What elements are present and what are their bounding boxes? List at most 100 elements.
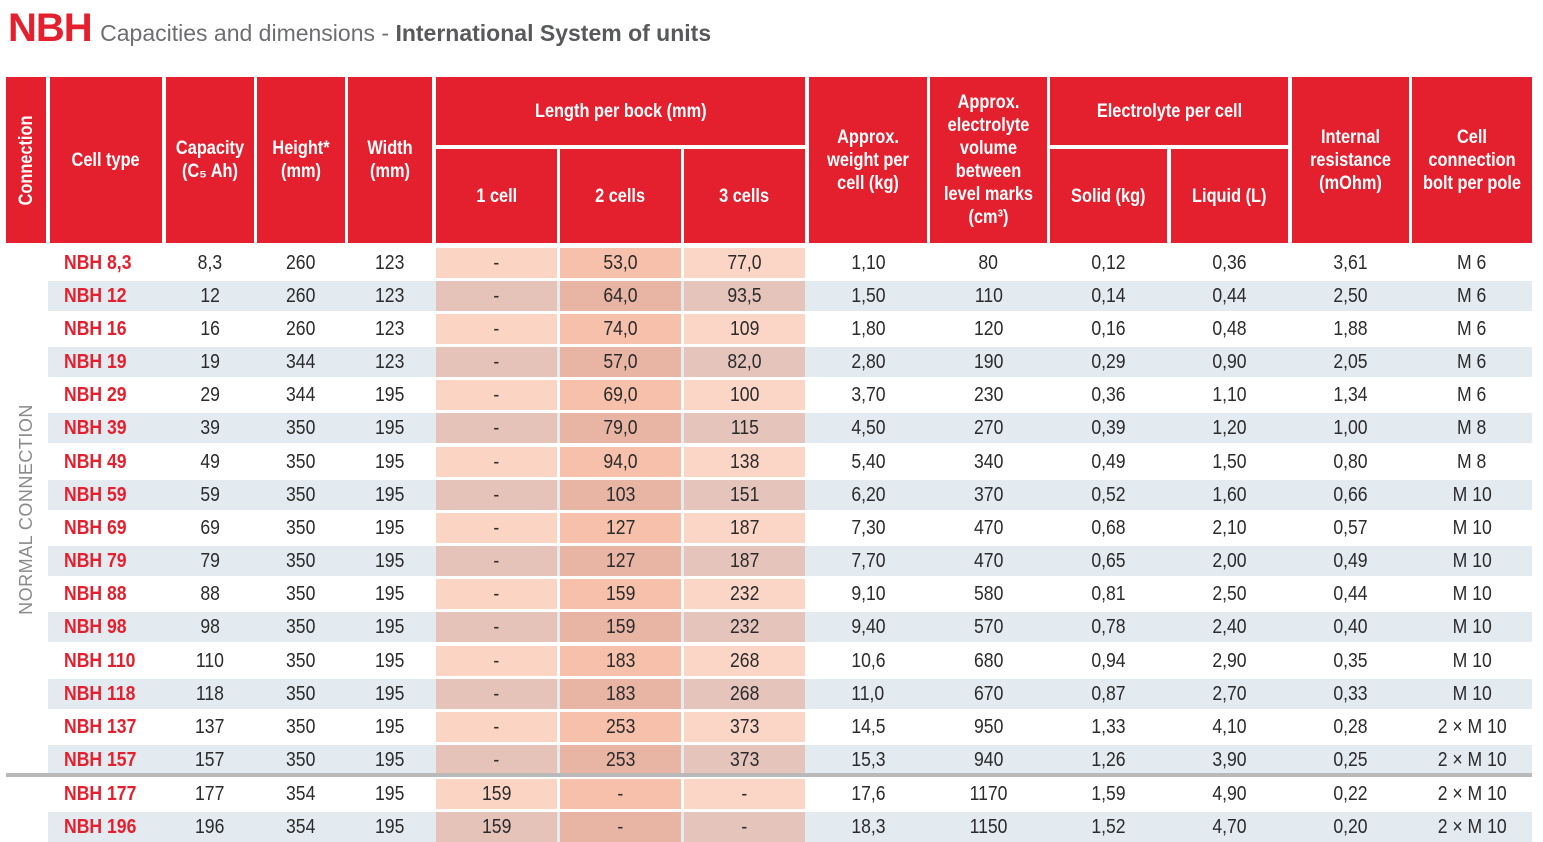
header-len-2: 2 cells — [560, 149, 681, 243]
cell-cell-type: NBH 137 — [64, 715, 137, 738]
cell-weight: 15,3 — [850, 748, 886, 771]
cell-solid: 0,78 — [1091, 615, 1126, 638]
cell-len-3: 93,5 — [684, 281, 805, 311]
cell-height: 350 — [286, 516, 316, 539]
cell-weight: 18,3 — [850, 815, 886, 838]
cell-len-1: 159 — [436, 812, 557, 842]
cell-len-2: 79,0 — [560, 413, 681, 443]
brand-title: NBH — [8, 6, 93, 50]
cell-capacity: 196 — [195, 815, 225, 838]
cell-bolt: 2 × M 10 — [1437, 815, 1507, 838]
cell-liquid: 4,90 — [1212, 782, 1247, 805]
cell-solid: 0,87 — [1091, 682, 1126, 705]
cell-height: 350 — [286, 450, 316, 473]
cell-len-3: 232 — [684, 579, 805, 609]
cell-len-3: - — [684, 812, 805, 842]
cell-electrolyte-volume: 680 — [973, 649, 1004, 672]
cell-cell-type: NBH 177 — [64, 782, 137, 805]
cell-width: 195 — [375, 383, 405, 406]
cell-len-2: 127 — [560, 546, 681, 576]
cell-bolt: M 10 — [1452, 483, 1492, 506]
cell-width: 195 — [375, 649, 405, 672]
cell-bolt: 2 × M 10 — [1437, 748, 1507, 771]
cell-capacity: 79 — [200, 549, 220, 572]
header-height: Height* (mm) — [257, 77, 345, 243]
cell-liquid: 3,90 — [1212, 748, 1247, 771]
cell-cell-type: NBH 88 — [64, 582, 127, 605]
cell-weight: 17,6 — [850, 782, 886, 805]
cell-electrolyte-volume: 230 — [973, 383, 1004, 406]
cell-bolt: M 10 — [1452, 549, 1492, 572]
cell-liquid: 4,10 — [1212, 715, 1247, 738]
cell-resistance: 1,34 — [1333, 383, 1368, 406]
cell-weight: 11,0 — [851, 682, 885, 705]
cell-resistance: 2,05 — [1333, 350, 1368, 373]
header-electrolyte-volume: Approx. electrolyte volume between level… — [930, 77, 1047, 243]
cell-capacity: 49 — [200, 450, 220, 473]
cell-len-1: - — [436, 679, 557, 709]
cell-capacity: 110 — [195, 649, 225, 672]
cell-width: 195 — [375, 549, 405, 572]
cell-liquid: 2,40 — [1212, 615, 1247, 638]
cell-width: 195 — [375, 582, 405, 605]
cell-len-3: 268 — [684, 646, 805, 676]
cell-capacity: 12 — [200, 284, 220, 307]
cell-weight: 1,10 — [850, 251, 886, 274]
header-len-3: 3 cells — [684, 149, 805, 243]
cell-len-2: 159 — [560, 612, 681, 642]
cell-width: 195 — [375, 715, 405, 738]
cell-len-3: 373 — [684, 745, 805, 775]
cell-bolt: M 6 — [1457, 284, 1487, 307]
cell-liquid: 1,60 — [1212, 483, 1247, 506]
cell-len-3: 373 — [684, 712, 805, 742]
cell-height: 350 — [286, 682, 316, 705]
cell-width: 195 — [375, 682, 405, 705]
cell-len-2: 183 — [560, 646, 681, 676]
cell-resistance: 0,35 — [1333, 649, 1368, 672]
cell-len-1: - — [436, 480, 557, 510]
cell-width: 195 — [375, 450, 405, 473]
cell-height: 350 — [286, 748, 316, 771]
cell-bolt: M 10 — [1452, 582, 1492, 605]
cell-capacity: 59 — [200, 483, 220, 506]
cell-width: 123 — [375, 251, 405, 274]
cell-width: 123 — [375, 284, 405, 307]
cell-width: 195 — [375, 416, 405, 439]
cell-solid: 1,26 — [1091, 748, 1126, 771]
cell-liquid: 0,90 — [1212, 350, 1247, 373]
cell-len-2: 57,0 — [560, 347, 681, 377]
cell-cell-type: NBH 98 — [64, 615, 127, 638]
cell-solid: 1,59 — [1091, 782, 1126, 805]
cell-len-1: - — [436, 712, 557, 742]
cell-liquid: 2,50 — [1212, 582, 1247, 605]
cell-width: 123 — [375, 350, 405, 373]
cell-resistance: 3,61 — [1333, 251, 1368, 274]
cell-weight: 9,10 — [850, 582, 886, 605]
cell-bolt: M 10 — [1452, 682, 1492, 705]
header-cell-type: Cell type — [50, 77, 162, 243]
cell-solid: 0,49 — [1091, 450, 1126, 473]
cell-bolt: M 8 — [1457, 450, 1487, 473]
cell-resistance: 0,25 — [1333, 748, 1368, 771]
cell-cell-type: NBH 69 — [64, 516, 127, 539]
page-title: NBH Capacities and dimensions - Internat… — [8, 6, 711, 50]
cell-electrolyte-volume: 1170 — [969, 782, 1008, 805]
cell-len-1: - — [436, 745, 557, 775]
cell-liquid: 1,20 — [1212, 416, 1247, 439]
cell-electrolyte-volume: 80 — [978, 251, 999, 274]
cell-bolt: M 8 — [1457, 416, 1487, 439]
cell-electrolyte-volume: 950 — [973, 715, 1004, 738]
cell-height: 350 — [286, 549, 316, 572]
cell-height: 344 — [286, 383, 316, 406]
cell-height: 350 — [286, 582, 316, 605]
cell-len-2: 253 — [560, 745, 681, 775]
cell-weight: 7,30 — [850, 516, 886, 539]
header-length-group: Length per bock (mm) — [436, 77, 805, 145]
cell-solid: 0,36 — [1091, 383, 1126, 406]
cell-height: 354 — [286, 815, 316, 838]
cell-weight: 4,50 — [850, 416, 886, 439]
cell-electrolyte-volume: 1150 — [969, 815, 1008, 838]
cell-cell-type: NBH 16 — [64, 317, 127, 340]
cell-capacity: 16 — [200, 317, 220, 340]
cell-len-2: 253 — [560, 712, 681, 742]
